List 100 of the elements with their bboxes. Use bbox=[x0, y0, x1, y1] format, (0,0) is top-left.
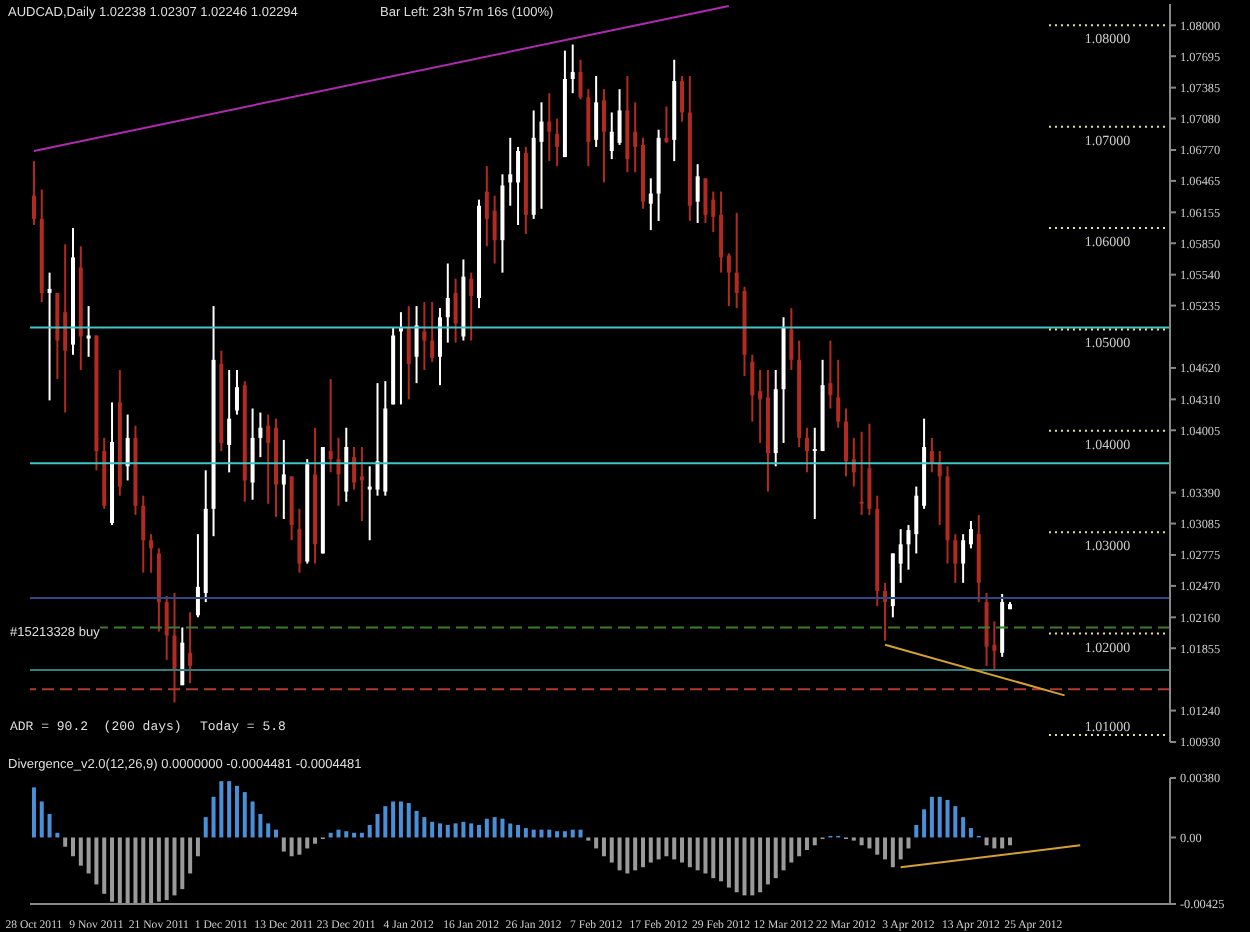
bar bbox=[242, 792, 247, 838]
candlestick bbox=[359, 446, 364, 523]
bar bbox=[414, 810, 419, 838]
bar bbox=[469, 823, 474, 838]
candlestick bbox=[867, 422, 872, 516]
bar bbox=[609, 837, 614, 863]
candlestick bbox=[406, 305, 411, 401]
bar bbox=[875, 837, 880, 855]
bar bbox=[859, 837, 864, 846]
bar bbox=[937, 796, 942, 838]
candlestick bbox=[180, 626, 185, 687]
candlestick bbox=[328, 378, 333, 474]
candlestick bbox=[367, 465, 372, 542]
bar bbox=[719, 837, 724, 882]
bar bbox=[968, 828, 973, 838]
candlestick bbox=[492, 194, 497, 265]
bar bbox=[461, 821, 466, 838]
candlestick bbox=[281, 438, 286, 520]
bar bbox=[742, 837, 747, 896]
candlestick bbox=[227, 368, 232, 474]
candlestick bbox=[929, 436, 934, 474]
bar bbox=[63, 837, 68, 847]
candlestick bbox=[984, 591, 989, 667]
bar bbox=[367, 824, 372, 838]
bar bbox=[640, 837, 645, 868]
bar bbox=[758, 837, 763, 893]
bar bbox=[570, 829, 575, 838]
bar bbox=[47, 814, 52, 838]
bar bbox=[297, 837, 302, 855]
bar bbox=[78, 837, 83, 866]
bar bbox=[648, 837, 653, 863]
candlestick bbox=[633, 101, 638, 174]
candlestick bbox=[859, 430, 864, 516]
bar bbox=[617, 837, 622, 871]
bar bbox=[94, 837, 99, 885]
candlestick bbox=[570, 43, 575, 95]
candlestick bbox=[680, 74, 685, 123]
bar bbox=[289, 837, 294, 857]
candlestick bbox=[734, 211, 739, 310]
bar bbox=[336, 829, 341, 838]
candlestick bbox=[195, 533, 200, 619]
candlestick bbox=[703, 177, 708, 224]
bar bbox=[992, 837, 997, 849]
bar bbox=[945, 799, 950, 838]
candlestick bbox=[586, 88, 591, 168]
bar bbox=[883, 837, 888, 860]
candlestick bbox=[968, 520, 973, 550]
candlestick bbox=[812, 426, 817, 520]
bar bbox=[149, 837, 154, 904]
bar bbox=[664, 837, 669, 857]
candlestick bbox=[172, 591, 177, 704]
bar bbox=[765, 837, 770, 885]
bar bbox=[797, 837, 802, 857]
candlestick bbox=[844, 407, 849, 478]
bar bbox=[281, 837, 286, 852]
candlestick bbox=[508, 136, 513, 207]
candlestick bbox=[86, 305, 91, 358]
candlestick bbox=[711, 190, 716, 234]
bar bbox=[453, 823, 458, 838]
candlestick bbox=[437, 307, 442, 387]
bar bbox=[539, 829, 544, 838]
bar bbox=[656, 837, 661, 860]
bar bbox=[141, 837, 146, 904]
bar bbox=[125, 837, 130, 904]
bar bbox=[680, 837, 685, 863]
candlestick bbox=[31, 160, 36, 226]
bar bbox=[102, 837, 107, 894]
bar bbox=[547, 829, 552, 838]
bar bbox=[687, 837, 692, 868]
candlestick bbox=[516, 145, 521, 226]
candlestick bbox=[789, 307, 794, 371]
candlestick bbox=[906, 524, 911, 571]
bar bbox=[703, 837, 708, 874]
candlestick bbox=[453, 277, 458, 344]
candlestick bbox=[63, 243, 68, 414]
bar bbox=[117, 837, 122, 904]
bar bbox=[227, 781, 232, 838]
candlestick bbox=[828, 339, 833, 410]
candlestick bbox=[914, 485, 919, 555]
candlestick bbox=[414, 305, 419, 385]
bar bbox=[914, 824, 919, 838]
bar bbox=[422, 817, 427, 838]
candlestick bbox=[47, 271, 52, 402]
candlestick bbox=[55, 291, 60, 381]
bar bbox=[156, 837, 161, 902]
bar bbox=[430, 821, 435, 838]
bar bbox=[953, 806, 958, 838]
bar bbox=[804, 837, 809, 850]
bar bbox=[313, 837, 318, 844]
candlestick bbox=[149, 533, 154, 574]
candlestick bbox=[953, 533, 958, 584]
bar bbox=[516, 824, 521, 838]
candlestick bbox=[898, 528, 903, 584]
bar bbox=[922, 809, 927, 838]
bar bbox=[195, 837, 200, 857]
bar bbox=[734, 837, 739, 893]
candlestick bbox=[188, 611, 193, 685]
bar bbox=[594, 837, 599, 849]
bar bbox=[437, 823, 442, 838]
bar bbox=[578, 829, 583, 838]
